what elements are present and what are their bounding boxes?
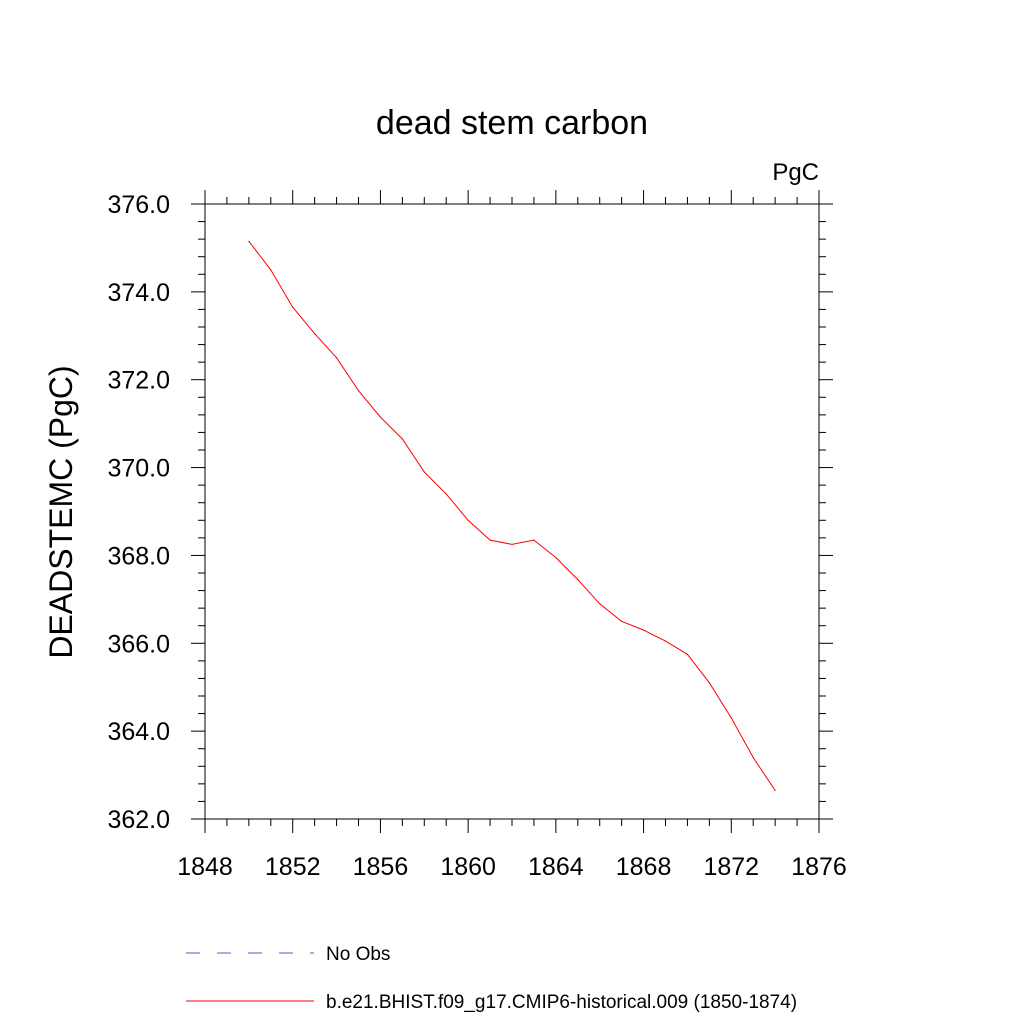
y-tick-label: 364.0	[107, 718, 170, 746]
legend: No Obs b.e21.BHIST.f09_g17.CMIP6-histori…	[186, 944, 797, 1013]
units-label: PgC	[772, 159, 819, 186]
series-line-1	[248, 240, 776, 791]
data-point	[357, 390, 360, 392]
x-tick-label: 1868	[616, 853, 672, 881]
data-point	[577, 578, 579, 581]
data-point	[292, 306, 294, 308]
data-point	[511, 543, 513, 546]
x-tick-label: 1856	[353, 853, 409, 881]
y-tick-label: 362.0	[107, 806, 170, 834]
data-point	[489, 539, 491, 541]
data-point	[445, 493, 447, 495]
y-tick-labels: 362.0 364.0 366.0 368.0 370.0 372.0 374.0 376.0	[107, 191, 170, 834]
x-tick-label: 1852	[265, 853, 321, 881]
x-tick-label: 1872	[703, 853, 759, 881]
legend-label-model-run: b.e21.BHIST.f09_g17.CMIP6-historical.009…	[326, 992, 797, 1013]
plot-frame	[204, 203, 820, 820]
data-point	[599, 603, 601, 605]
data-point	[642, 629, 645, 631]
x-tick-labels: 1848 1852 1856 1860 1864 1868 1872 1876	[177, 853, 847, 881]
data-point	[555, 557, 557, 559]
data-point	[379, 416, 382, 418]
data-point	[621, 620, 623, 622]
axes	[191, 190, 833, 833]
data-point	[708, 682, 710, 684]
data-point	[401, 438, 403, 440]
data-point	[664, 640, 667, 642]
data-point	[335, 357, 338, 359]
data-point	[314, 332, 316, 335]
data-point	[686, 653, 689, 655]
y-tick-label: 370.0	[107, 455, 170, 483]
chart-title: dead stem carbon	[376, 104, 648, 142]
x-tick-label: 1864	[528, 853, 584, 881]
data-point	[533, 539, 535, 541]
data-point	[423, 471, 425, 473]
data-point	[730, 717, 732, 719]
x-tick-label: 1848	[177, 853, 233, 881]
x-tick-label: 1860	[440, 853, 496, 881]
data-point	[248, 240, 250, 242]
data-point	[774, 789, 776, 792]
x-tick-label: 1876	[791, 853, 847, 881]
data-point	[752, 756, 754, 759]
y-axis-label: DEADSTEMC (PgC)	[43, 365, 79, 658]
y-tick-label: 376.0	[107, 191, 170, 219]
y-tick-label: 372.0	[107, 367, 170, 395]
legend-label-no-obs: No Obs	[326, 944, 390, 965]
y-tick-label: 368.0	[107, 542, 170, 570]
data-point	[467, 519, 469, 521]
data-point	[270, 269, 272, 271]
y-tick-label: 366.0	[107, 630, 170, 658]
series-lines	[248, 240, 776, 792]
y-tick-label: 374.0	[107, 279, 170, 307]
